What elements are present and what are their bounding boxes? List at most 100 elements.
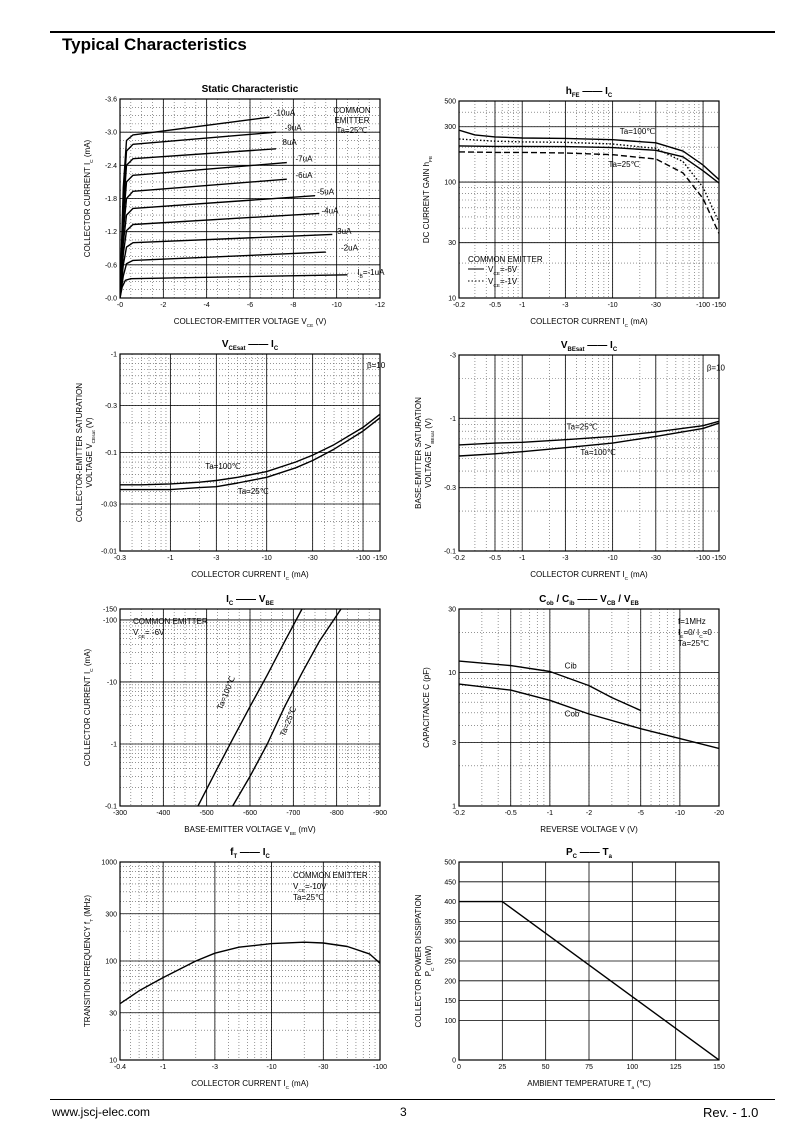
y-tick-label: 400 (444, 899, 456, 906)
annotation-text: f=1MHz (678, 617, 706, 626)
curve-label: -2uA (341, 243, 359, 252)
y-tick-label: -0.6 (105, 262, 117, 269)
x-tick-label: -3 (562, 302, 568, 309)
x-tick-label: -400 (156, 810, 170, 817)
y-tick-label: 1000 (101, 860, 117, 867)
curve-label: -9uA (285, 124, 303, 133)
x-tick-label: -30 (308, 555, 318, 562)
chart-ft: -0.4 -1 -3 -10 -30 -100 10 30 100 300 1000 fT —— IC… (83, 847, 387, 1091)
y-tick-label: 1 (452, 804, 456, 811)
curve-label: -5uA (317, 188, 335, 197)
curve-label: -10uA (274, 109, 296, 118)
y-tick-label: 250 (444, 959, 456, 966)
series-line-2 (459, 683, 719, 750)
y-axis-label: DC CURRENT GAIN hFE (422, 156, 434, 243)
series-line-1 (459, 129, 719, 181)
x-tick-label: 75 (585, 1064, 593, 1071)
x-tick-label: -1 (519, 555, 525, 562)
annotation-text: Ta=25℃ (293, 893, 324, 902)
y-axis-label-2: VOLTAGE VCEsat (V) (85, 417, 97, 487)
x-tick-label: -0.5 (505, 810, 517, 817)
chart-title: IC —— VBE (226, 594, 274, 607)
x-tick-label: -1 (519, 302, 525, 309)
y-axis-label: CAPACITANCE C (pF) (422, 667, 431, 748)
series-line-1 (197, 609, 303, 806)
plot-frame (119, 608, 381, 807)
series-line-6 (120, 178, 287, 298)
curve-label: 8uA (283, 138, 298, 147)
x-tick-label: -30 (651, 555, 661, 562)
x-tick-label: -10 (675, 810, 685, 817)
annotation-text: EMITTER (334, 116, 369, 125)
series-line-4 (459, 151, 719, 234)
x-tick-label: -0.5 (489, 302, 501, 309)
x-tick-label: 50 (542, 1064, 550, 1071)
curve-label: Cib (565, 662, 578, 671)
x-tick-label: -100 (373, 1064, 387, 1071)
x-tick-label: -300 (113, 810, 127, 817)
x-tick-label: -600 (243, 810, 257, 817)
x-tick-label: -0.3 (114, 555, 126, 562)
x-tick-label: 0 (457, 1064, 461, 1071)
x-tick-label: -100 (696, 302, 710, 309)
y-tick-label: -1.8 (105, 196, 117, 203)
y-tick-label: 100 (444, 180, 456, 187)
x-tick-label: -3 (213, 555, 219, 562)
y-axis-label: TRANSITION FREQUENCY fT (MHz) (83, 895, 95, 1027)
x-axis-label: AMBIENT TEMPERATURE Ta (℃) (527, 1079, 651, 1091)
y-tick-label: -100 (103, 617, 117, 624)
series-line-1 (459, 420, 719, 446)
y-tick-label: -150 (103, 607, 117, 614)
x-tick-label: -700 (286, 810, 300, 817)
footer-rule (50, 1099, 775, 1100)
curve-label: Ta=100℃ (215, 675, 237, 711)
curve-label: Cob (565, 709, 580, 718)
y-tick-label: -0.1 (105, 450, 117, 457)
series-line-1 (120, 274, 348, 298)
x-tick-label: -8 (290, 302, 296, 309)
y-tick-label: -3 (450, 353, 456, 360)
x-axis-label: COLLECTOR CURRENT IC (mA) (191, 1079, 309, 1091)
y-tick-label: -1 (111, 741, 117, 748)
x-tick-label: -900 (373, 810, 387, 817)
chart-static: -0 -2 -4 -6 -8 -10 -12 -0.0 -0.6 -1.2 -1.8 -2.4 -3.0… (83, 84, 385, 329)
plot-frame (458, 861, 720, 1061)
series-line-2 (232, 609, 342, 806)
x-tick-label: -0.2 (453, 810, 465, 817)
x-tick-label: -12 (375, 302, 385, 309)
plot-frame (119, 353, 381, 552)
chart-title: fT —— IC (230, 847, 270, 860)
x-tick-label: -0.4 (114, 1064, 126, 1071)
x-tick-label: 150 (713, 1064, 725, 1071)
x-tick-label: -0.5 (489, 555, 501, 562)
y-tick-label: -0.3 (105, 403, 117, 410)
y-tick-label: -0.0 (105, 296, 117, 303)
header-rule (50, 31, 775, 33)
curve-label: β=10 (707, 363, 726, 372)
series-line-1 (120, 413, 380, 486)
y-tick-label: 350 (444, 919, 456, 926)
x-tick-label: -150 (712, 555, 726, 562)
chart-title: Cob / Cib —— VCB / VEB (539, 594, 639, 607)
y-axis-label: COLLECTOR POWER DISSIPATION (414, 894, 423, 1027)
y-tick-label: -1 (111, 352, 117, 359)
x-tick-label: -5 (638, 810, 644, 817)
y-tick-label: 100 (105, 959, 117, 966)
curve-label: Ta=25℃ (567, 423, 598, 432)
y-axis-label: BASE-EMITTER SATURATION (414, 397, 423, 509)
series-line-4 (120, 212, 320, 298)
x-tick-label: -800 (330, 810, 344, 817)
x-tick-label: -4 (204, 302, 210, 309)
footer-url[interactable]: www.jscj-elec.com (52, 1105, 151, 1119)
y-tick-label: 500 (444, 860, 456, 867)
y-axis-label: COLLECTOR CURRENT IC (mA) (83, 648, 95, 766)
y-tick-label: -0.03 (101, 502, 117, 509)
y-tick-label: 450 (444, 879, 456, 886)
x-axis-label: COLLECTOR CURRENT IC (mA) (530, 570, 648, 582)
x-tick-label: -1 (547, 810, 553, 817)
x-tick-label: -0.2 (453, 555, 465, 562)
x-tick-label: -10 (267, 1064, 277, 1071)
y-tick-label: 300 (444, 939, 456, 946)
chart-title: hFE —— IC (566, 86, 613, 99)
plot-frame (119, 98, 381, 299)
